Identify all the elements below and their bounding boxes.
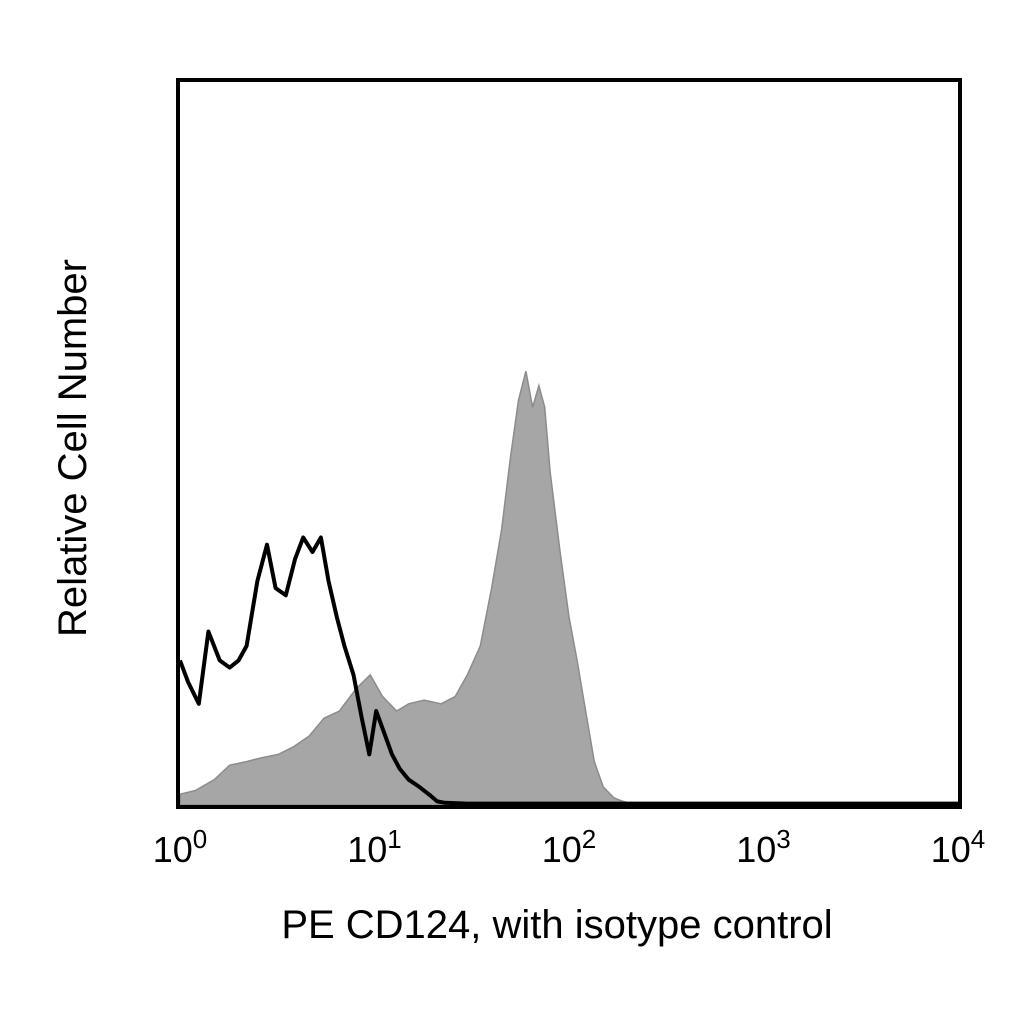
x-tick-label-2: 102	[542, 824, 597, 870]
x-tick-label-0: 100	[153, 824, 208, 870]
y-axis-label: Relative Cell Number	[51, 259, 95, 637]
x-axis-label: PE CD124, with isotype control	[281, 903, 832, 947]
series-layer	[178, 371, 959, 806]
plot-frame	[176, 78, 962, 809]
x-tick-label-4: 104	[931, 824, 986, 870]
x-tick-label-3: 103	[736, 824, 791, 870]
x-tick-labels: 100 101 102 103 104	[153, 824, 986, 870]
x-tick-label-1: 101	[347, 824, 402, 870]
histogram-outline-series	[178, 535, 958, 806]
